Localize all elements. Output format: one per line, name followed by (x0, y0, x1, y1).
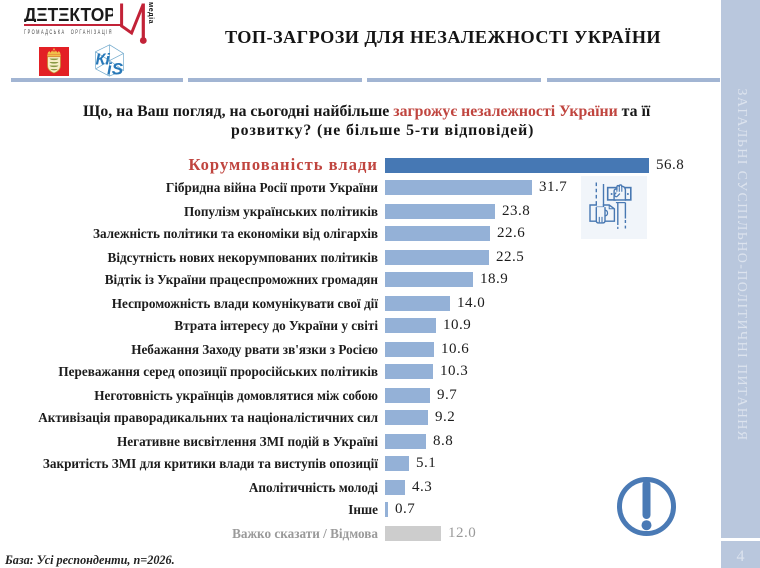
svg-text:Кі: Кі (96, 51, 111, 68)
svg-text:іS: іS (107, 59, 124, 78)
